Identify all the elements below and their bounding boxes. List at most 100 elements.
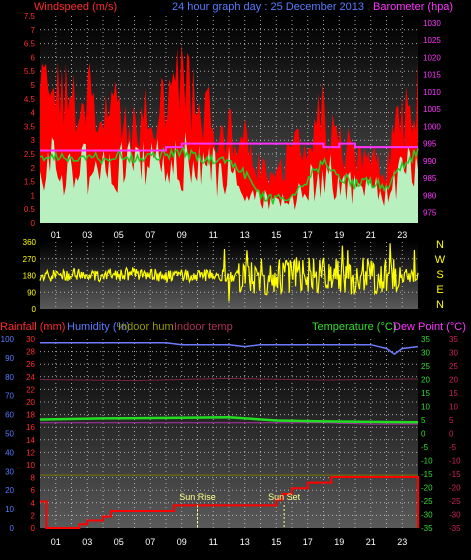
temp-panel [40,339,418,528]
direction-tick-label: 90 [27,288,36,297]
windspeed-ticks: 0 0.5 1 1.5 2 2.5 3 3.5 4 4.5 5 5.5 6 6.5 7 7.5 [24,12,36,228]
temperature-tick-label: -35 [421,524,433,533]
time-tick-label: 09 [177,230,187,240]
barometer-tick-label: 990 [423,157,437,166]
rainfall-tick-label: 10 [5,505,14,514]
windspeed-tick-label: 6 [31,53,36,62]
time-tick-label: 05 [114,230,124,240]
time-tick-label: 07 [145,537,155,547]
time-tick-label: 09 [177,537,187,547]
temperature-tick-label: 35 [421,335,430,344]
windspeed-tick-label: 7 [31,26,36,35]
temperature-tick-label: -20 [421,484,433,493]
windspeed-tick-label: 0 [31,219,36,228]
dewpoint-tick-label: 30 [449,349,458,358]
humidity-tick-label: 30 [26,335,35,344]
windspeed-tick-label: 0.5 [24,205,36,214]
time-tick-label: 15 [271,230,281,240]
compass-label: N [436,239,444,251]
humidity-tick-label: 14 [26,436,35,445]
humidity-tick-label: 28 [26,348,35,357]
compass-label: W [435,254,446,266]
time-tick-label: 03 [82,537,92,547]
rainfall-tick-label: 20 [5,486,14,495]
humidity-tick-label: 24 [26,373,35,382]
windspeed-tick-label: 2.5 [24,150,36,159]
rainfall-tick-label: 100 [1,335,15,344]
direction-panel-series [39,243,419,302]
time-tick-label: 11 [209,230,218,240]
direction-tick-label: 360 [23,238,37,247]
windspeed-tick-label: 5 [31,81,36,90]
sunset-label: Sun Set [268,492,301,502]
barometer-tick-label: 985 [423,174,437,183]
direction-ticks: 0 90 180 270 360 [23,238,37,314]
dewpoint-tick-label: -15 [449,470,461,479]
dewpoint-tick-label: -20 [449,484,461,493]
rainfall-tick-label: 80 [5,373,14,382]
barometer-tick-label: 1015 [423,71,441,80]
temperature-tick-label: 25 [421,362,430,371]
wind-panel-series [39,44,419,224]
time-tick-label: 01 [51,537,61,547]
temperature-tick-label: -30 [421,511,433,520]
time-tick-label: 21 [366,230,376,240]
sun-markers: Sun Rise Sun Set [179,492,301,528]
dewpoint-tick-label: 20 [449,376,458,385]
windspeed-tick-label: 7.5 [24,12,36,21]
humidity-tick-label: 2 [31,511,36,520]
rainfall-tick-label: 90 [5,354,14,363]
humidity-tick-label: 16 [26,423,35,432]
sunrise-label: Sun Rise [179,492,216,502]
humidity-line [40,342,419,356]
humidity-tick-label: 4 [31,499,36,508]
time-tick-label: 19 [334,537,344,547]
wind-panel-time-labels: 01 03 05 07 09 11 13 15 17 19 21 23 [51,230,408,240]
temperature-tick-label: 20 [421,376,430,385]
windspeed-tick-label: 4 [31,109,36,118]
windspeed-tick-label: 4.5 [24,95,36,104]
time-tick-label: 23 [397,537,407,547]
rainfall-line [40,475,419,529]
windspeed-tick-label: 3 [31,136,36,145]
barometer-tick-label: 980 [423,191,437,200]
rainfall-tick-label: 0 [10,524,15,533]
compass-label: S [436,269,443,281]
windspeed-tick-label: 1.5 [24,178,36,187]
humidity-tick-label: 6 [31,486,36,495]
windspeed-tick-label: 2 [31,164,36,173]
barometer-tick-label: 1020 [423,53,441,62]
rainfall-tick-label: 70 [5,392,14,401]
humidity-tick-label: 10 [26,461,35,470]
wind-direction-line [39,243,419,302]
humidity-tick-label: 26 [26,360,35,369]
rainfall-tick-label: 30 [5,467,14,476]
dewpoint-tick-label: -10 [449,457,461,466]
compass-label: N [436,299,444,311]
rainfall-tick-label: 40 [5,448,14,457]
rainfall-tick-label: 50 [5,430,14,439]
time-tick-label: 11 [209,537,218,547]
temperature-tick-label: 0 [421,430,426,439]
temperature-tick-label: 10 [421,403,430,412]
time-tick-label: 13 [240,537,250,547]
windspeed-tick-label: 3.5 [24,122,36,131]
windspeed-axis-title: Windspeed (m/s) [34,1,117,13]
temp-panel-series [39,342,419,529]
humidity-tick-label: 20 [26,398,35,407]
barometer-tick-label: 975 [423,209,437,218]
dewpoint-tick-label: -35 [449,524,461,533]
windspeed-tick-label: 1 [31,191,36,200]
temperature-line [39,416,419,424]
barometer-tick-label: 1030 [423,19,441,28]
temperature-axis-title: Temperature (°C) [312,321,396,333]
temperature-tick-label: 30 [421,349,430,358]
dewpoint-tick-label: 0 [449,430,454,439]
humidity-axis-title: Humidity (%) [67,321,130,333]
time-tick-label: 19 [334,230,344,240]
time-tick-label: 01 [51,230,61,240]
wind-average-area [40,131,418,223]
